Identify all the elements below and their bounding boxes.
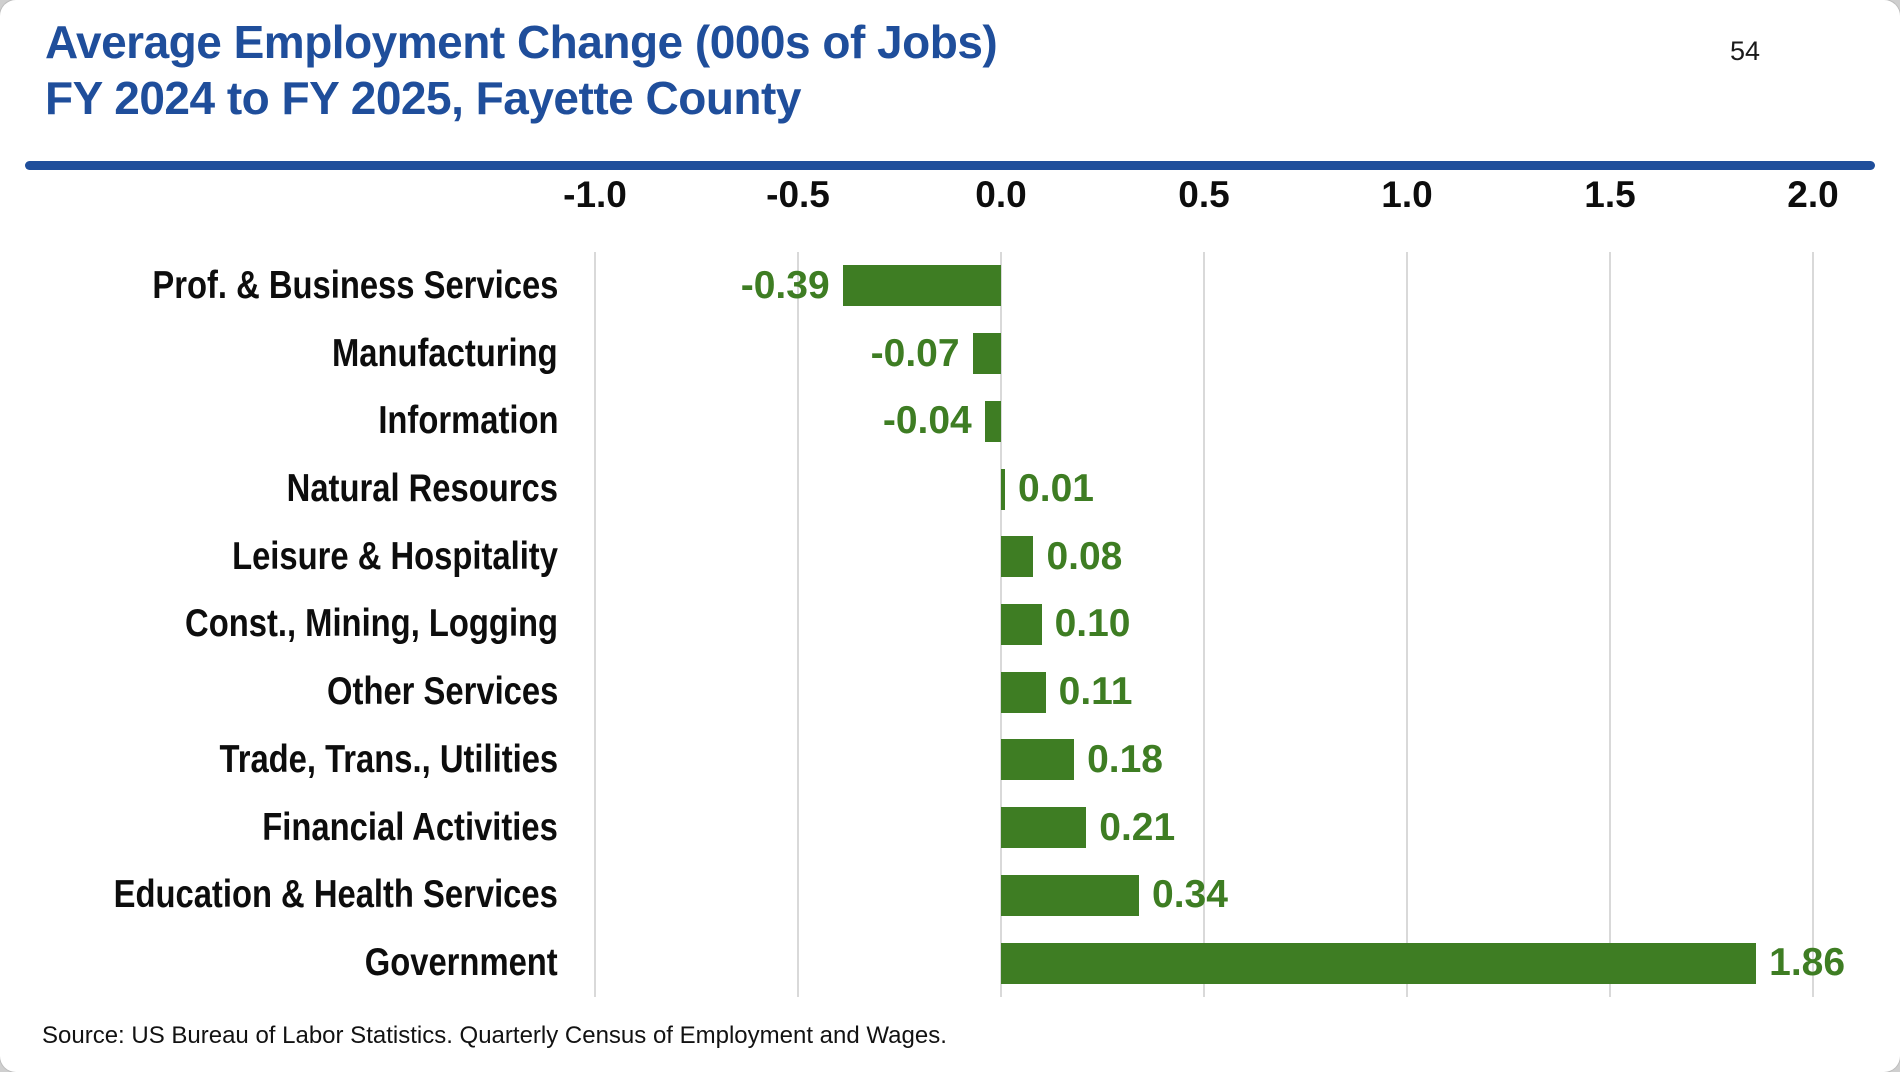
bar-5	[1001, 536, 1034, 578]
bar-7	[1001, 671, 1046, 713]
value-label: 0.08	[1046, 534, 1123, 578]
value-label: 0.10	[1054, 602, 1131, 646]
category-label: Information	[377, 399, 558, 443]
category-label: Manufacturing	[332, 331, 558, 375]
value-label: 0.18	[1087, 737, 1163, 781]
category-label: Const., Mining, Logging	[184, 602, 558, 646]
gridline	[1203, 252, 1205, 997]
category-label: Leisure & Hospitality	[232, 534, 558, 578]
value-label: -0.39	[740, 263, 830, 307]
value-label: 0.11	[1058, 670, 1133, 714]
bar-4	[1001, 468, 1006, 510]
category-label: Natural Resourcs	[286, 467, 558, 511]
category-label: Prof. & Business Services	[151, 263, 558, 307]
category-label: Other Services	[326, 670, 558, 714]
axis-tick-label: 0.0	[975, 174, 1027, 215]
bar-9	[1001, 807, 1087, 849]
plot-area: Prof. & Business Services -0.39 Manufactur…	[0, 252, 1900, 997]
source-note: Source: US Bureau of Labor Statistics. Q…	[42, 1022, 947, 1049]
gridline	[594, 252, 596, 997]
category-label: Education & Health Services	[113, 873, 558, 917]
x-axis-tick-labels: -1.0 -0.5 0.0 0.5 1.0 1.5 2.0	[0, 174, 1900, 218]
value-label: 1.86	[1769, 941, 1846, 985]
axis-tick-label: 0.5	[1178, 174, 1230, 215]
gridline	[1609, 252, 1611, 997]
bar-1	[842, 265, 1001, 307]
bar-6	[1001, 604, 1042, 645]
category-label: Financial Activities	[262, 805, 558, 849]
bar-10	[1001, 874, 1140, 916]
axis-tick-label: -1.0	[563, 174, 627, 215]
chart-title-line2: FY 2024 to FY 2025, Fayette County	[45, 72, 801, 124]
gridline	[1406, 252, 1408, 997]
axis-tick-label: 1.0	[1381, 174, 1433, 215]
bar-2	[972, 333, 1001, 375]
page-number: 54	[1730, 36, 1761, 66]
chart-title: Average Employment Change (000s of Jobs)…	[45, 14, 998, 126]
category-label: Trade, Trans., Utilities	[219, 737, 558, 781]
gridline	[1812, 252, 1814, 997]
category-label: Government	[365, 941, 558, 985]
title-divider-rule	[25, 161, 1875, 170]
axis-tick-label: 1.5	[1584, 174, 1636, 215]
axis-tick-label: 2.0	[1787, 174, 1839, 215]
bar-11	[1001, 942, 1757, 984]
value-label: 0.21	[1099, 805, 1176, 849]
chart-title-line1: Average Employment Change (000s of Jobs)	[45, 16, 998, 68]
value-label: 0.34	[1152, 873, 1228, 917]
bar-8	[1001, 739, 1075, 781]
axis-tick-label: -0.5	[766, 174, 830, 215]
value-label: -0.07	[870, 331, 960, 375]
value-label: 0.01	[1018, 467, 1094, 511]
gridline	[797, 252, 799, 997]
bar-3	[984, 400, 1001, 442]
value-label: -0.04	[882, 399, 972, 443]
